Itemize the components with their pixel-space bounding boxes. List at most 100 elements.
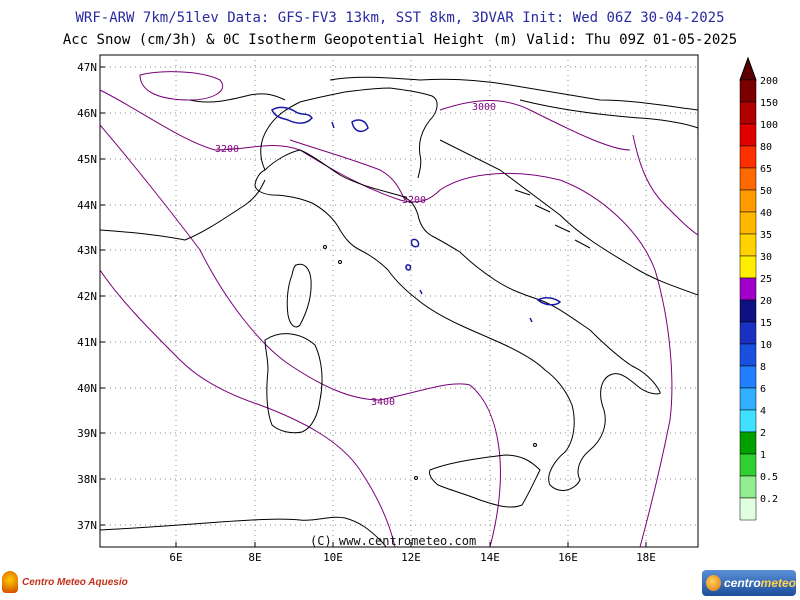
lat-label: 42N [77,290,97,303]
lon-label: 14E [480,551,500,564]
colorbar-cell [739,211,757,235]
snow-patch [410,238,420,248]
island [414,476,418,480]
colorbar-cell [739,299,757,323]
header-line-1: WRF-ARW 7km/51lev Data: GFS-FV3 13km, SS… [75,10,725,26]
contour-label: 3200 [402,195,426,206]
alpine-border [260,87,438,179]
lon-label: 10E [323,551,343,564]
isotherm-line [289,139,406,201]
isotherm-contours [99,71,699,548]
colorbar-label: 50 [760,186,772,197]
balkan-inland [519,99,699,129]
colorbar-cell [739,321,757,345]
lat-label: 41N [77,336,97,349]
island [323,245,327,249]
colorbar-cell [739,189,757,213]
colorbar-cell [739,167,757,191]
snow-patch [419,289,423,295]
colorbar-label: 8 [760,362,766,373]
snow-patch [351,119,369,133]
colorbar-arrow [739,56,757,81]
colorbar-label: 20 [760,296,772,307]
snow-patches [271,106,562,323]
logo-right-text: centrometeo [723,576,796,590]
contour-label: 3400 [371,397,395,408]
header-line-2: Acc Snow (cm/3h) & 0C Isotherm Geopotent… [62,32,738,48]
colorbar-label: 65 [760,164,772,175]
colorbar-cell [739,255,757,279]
logo-centro-meteo-aquesio[interactable]: Centro Meteo Aquesio [2,568,128,596]
colorbar-cell [739,79,757,103]
sicily [429,454,541,508]
contour-label: 3000 [472,102,496,113]
sardinia [264,333,323,434]
colorbar-cell [739,101,757,125]
colorbar-cell [739,497,757,521]
contour-labels: 3200 3000 3200 3400 [215,102,496,408]
lat-label: 45N [77,153,97,166]
colorbar-cell [739,409,757,433]
island [533,443,537,447]
colorbar: 200 150 100 80 65 50 40 35 30 25 20 15 10 8 6 4 2 1 0.5 0.2 [739,56,778,521]
isotherm-line [632,134,699,236]
lon-label: 8E [248,551,261,564]
italy-coast [254,149,661,491]
colorbar-label: 40 [760,208,772,219]
colorbar-cell [739,233,757,257]
lat-labels: 47N 46N 45N 44N 43N 42N 41N 40N 39N 38N … [77,61,97,532]
isotherm-line [99,124,501,548]
snow-patch [331,121,335,129]
colorbar-label: 10 [760,340,772,351]
logo-left-text: Centro Meteo Aquesio [22,576,128,588]
colorbar-cell [739,431,757,455]
lon-labels: 6E 8E 10E 12E 14E 16E 18E [169,551,656,564]
switzerland-border [189,93,286,103]
colorbar-cells [739,79,757,521]
colorbar-label: 30 [760,252,772,263]
lon-label: 12E [401,551,421,564]
lat-label: 39N [77,427,97,440]
colorbar-cell [739,365,757,389]
map-grid [100,55,698,547]
credit-text: (C) www.centrometeo.com [310,534,477,548]
island [338,260,342,264]
lon-label: 18E [636,551,656,564]
colorbar-label: 80 [760,142,772,153]
lon-label: 6E [169,551,182,564]
lon-label: 16E [558,551,578,564]
coastlines [99,76,699,548]
map-ticks [100,66,647,547]
map-frame [99,54,699,548]
colorbar-label: 2 [760,428,766,439]
snow-patch [271,106,313,124]
isotherm-line [99,89,673,548]
lat-label: 38N [77,473,97,486]
globe-icon [706,575,721,591]
lat-label: 47N [77,61,97,74]
logo-centrometeo[interactable]: centrometeo [702,570,796,596]
colorbar-label: 150 [760,98,778,109]
colorbar-label: 100 [760,120,778,131]
colorbar-label: 4 [760,406,766,417]
colorbar-label: 200 [760,76,778,87]
africa-coast [99,516,387,548]
snow-patch [529,317,533,323]
snow-patch [536,297,562,306]
colorbar-label: 25 [760,274,772,285]
colorbar-cell [739,475,757,499]
lat-label: 37N [77,519,97,532]
colorbar-cell [739,123,757,147]
colorbar-cell [739,277,757,301]
colorbar-cell [739,343,757,367]
colorbar-label: 1 [760,450,766,461]
dalmatian-islands [514,189,591,249]
lat-label: 44N [77,199,97,212]
colorbar-label: 0.2 [760,494,778,505]
france-coast [99,179,266,241]
balkan-coast [439,139,699,296]
lat-label: 46N [77,107,97,120]
colorbar-cell [739,145,757,169]
colorbar-label: 6 [760,384,766,395]
